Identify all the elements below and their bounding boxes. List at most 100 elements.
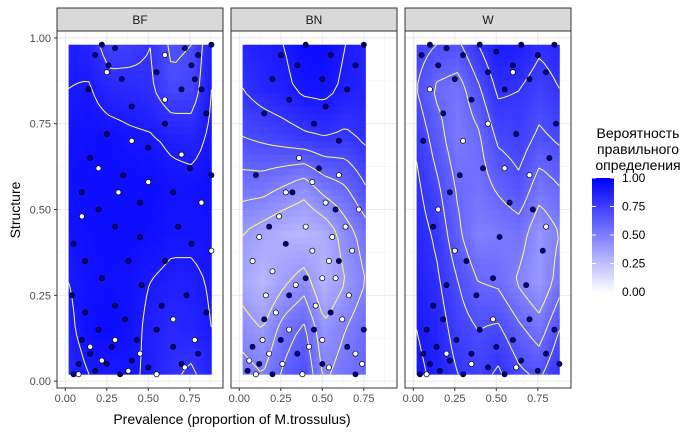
surface-cell: [179, 367, 184, 375]
surface-cell: [319, 175, 323, 183]
surface-cell: [273, 250, 277, 258]
surface-cell: [267, 195, 271, 204]
surface-cell: [291, 285, 296, 293]
surface-cell: [79, 106, 84, 114]
surface-cell: [470, 257, 475, 265]
surface-cell: [316, 271, 320, 279]
surface-cell: [122, 113, 127, 121]
surface-cell: [147, 257, 152, 265]
surface-cell: [122, 236, 127, 245]
surface-cell: [438, 195, 443, 204]
surface-cell: [193, 264, 198, 272]
surface-cell: [452, 175, 457, 183]
surface-cell: [207, 264, 212, 272]
surface-cell: [251, 271, 256, 279]
surface-cell: [470, 85, 475, 94]
surface-cell: [445, 127, 450, 135]
surface-cell: [427, 312, 432, 320]
surface-cell: [79, 72, 84, 80]
surface-cell: [267, 51, 271, 59]
surface-cell: [359, 230, 363, 238]
surface-cell: [136, 230, 141, 238]
surface-cell: [168, 298, 173, 307]
surface-cell: [273, 106, 277, 114]
surface-cell: [97, 175, 102, 183]
surface-cell: [143, 147, 148, 155]
surface-cell: [132, 319, 137, 327]
surface-cell: [257, 243, 262, 252]
surface-cell: [331, 65, 336, 73]
surface-cell: [157, 305, 162, 313]
surface-cell: [322, 346, 326, 355]
surface-cell: [132, 65, 137, 73]
surface-cell: [172, 312, 177, 320]
surface-cell: [362, 236, 366, 245]
surface-cell: [445, 326, 450, 334]
surface-cell: [207, 367, 212, 375]
surface-cell: [115, 278, 119, 286]
surface-cell: [100, 367, 105, 375]
surface-cell: [452, 113, 457, 121]
surface-cell: [353, 264, 357, 272]
surface-cell: [197, 271, 202, 279]
surface-cell: [291, 113, 296, 121]
surface-cell: [136, 243, 141, 252]
surface-cell: [68, 140, 73, 149]
surface-cell: [480, 127, 485, 135]
surface-cell: [285, 305, 290, 313]
surface-cell: [434, 85, 439, 94]
data-point-dark: [186, 165, 193, 172]
surface-cell: [331, 195, 336, 204]
surface-cell: [420, 353, 425, 361]
surface-cell: [340, 92, 345, 101]
surface-cell: [118, 326, 123, 334]
surface-cell: [79, 140, 84, 149]
surface-cell: [273, 346, 277, 355]
surface-cell: [359, 161, 363, 169]
surface-cell: [104, 120, 109, 128]
surface-cell: [294, 51, 299, 59]
surface-cell: [279, 312, 283, 320]
surface-cell: [291, 168, 296, 176]
surface-cell: [179, 65, 184, 73]
surface-cell: [267, 326, 271, 334]
surface-cell: [143, 257, 148, 265]
surface-cell: [75, 51, 80, 59]
surface-cell: [441, 106, 446, 114]
surface-cell: [331, 85, 336, 94]
surface-cell: [362, 120, 366, 128]
surface-cell: [68, 339, 73, 348]
surface-cell: [316, 175, 320, 183]
surface-cell: [423, 223, 428, 231]
surface-cell: [279, 106, 283, 114]
surface-cell: [68, 257, 73, 265]
surface-cell: [172, 106, 177, 114]
surface-cell: [416, 195, 421, 204]
surface-cell: [350, 264, 354, 272]
surface-cell: [270, 85, 274, 94]
surface-cell: [310, 278, 314, 286]
surface-cell: [466, 106, 471, 114]
surface-cell: [310, 92, 314, 101]
surface-cell: [328, 147, 333, 155]
surface-cell: [331, 72, 336, 80]
surface-cell: [175, 326, 180, 334]
surface-cell: [350, 346, 354, 355]
surface-cell: [261, 195, 265, 204]
surface-cell: [157, 72, 162, 80]
surface-cell: [147, 298, 152, 307]
surface-cell: [164, 140, 169, 149]
surface-cell: [97, 188, 102, 197]
surface-cell: [438, 202, 443, 210]
surface-cell: [204, 85, 209, 94]
surface-cell: [328, 243, 333, 252]
surface-cell: [75, 305, 80, 313]
surface-cell: [353, 140, 357, 149]
surface-cell: [288, 140, 293, 149]
surface-cell: [328, 85, 333, 94]
surface-cell: [445, 140, 450, 149]
surface-cell: [452, 65, 457, 73]
surface-cell: [276, 236, 280, 245]
surface-cell: [434, 133, 439, 142]
surface-cell: [334, 312, 339, 320]
